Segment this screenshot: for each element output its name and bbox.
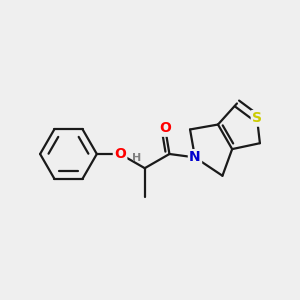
Text: O: O xyxy=(114,147,126,161)
Text: O: O xyxy=(159,122,171,136)
Text: S: S xyxy=(252,111,262,125)
Text: N: N xyxy=(189,150,201,164)
Text: H: H xyxy=(132,153,141,163)
